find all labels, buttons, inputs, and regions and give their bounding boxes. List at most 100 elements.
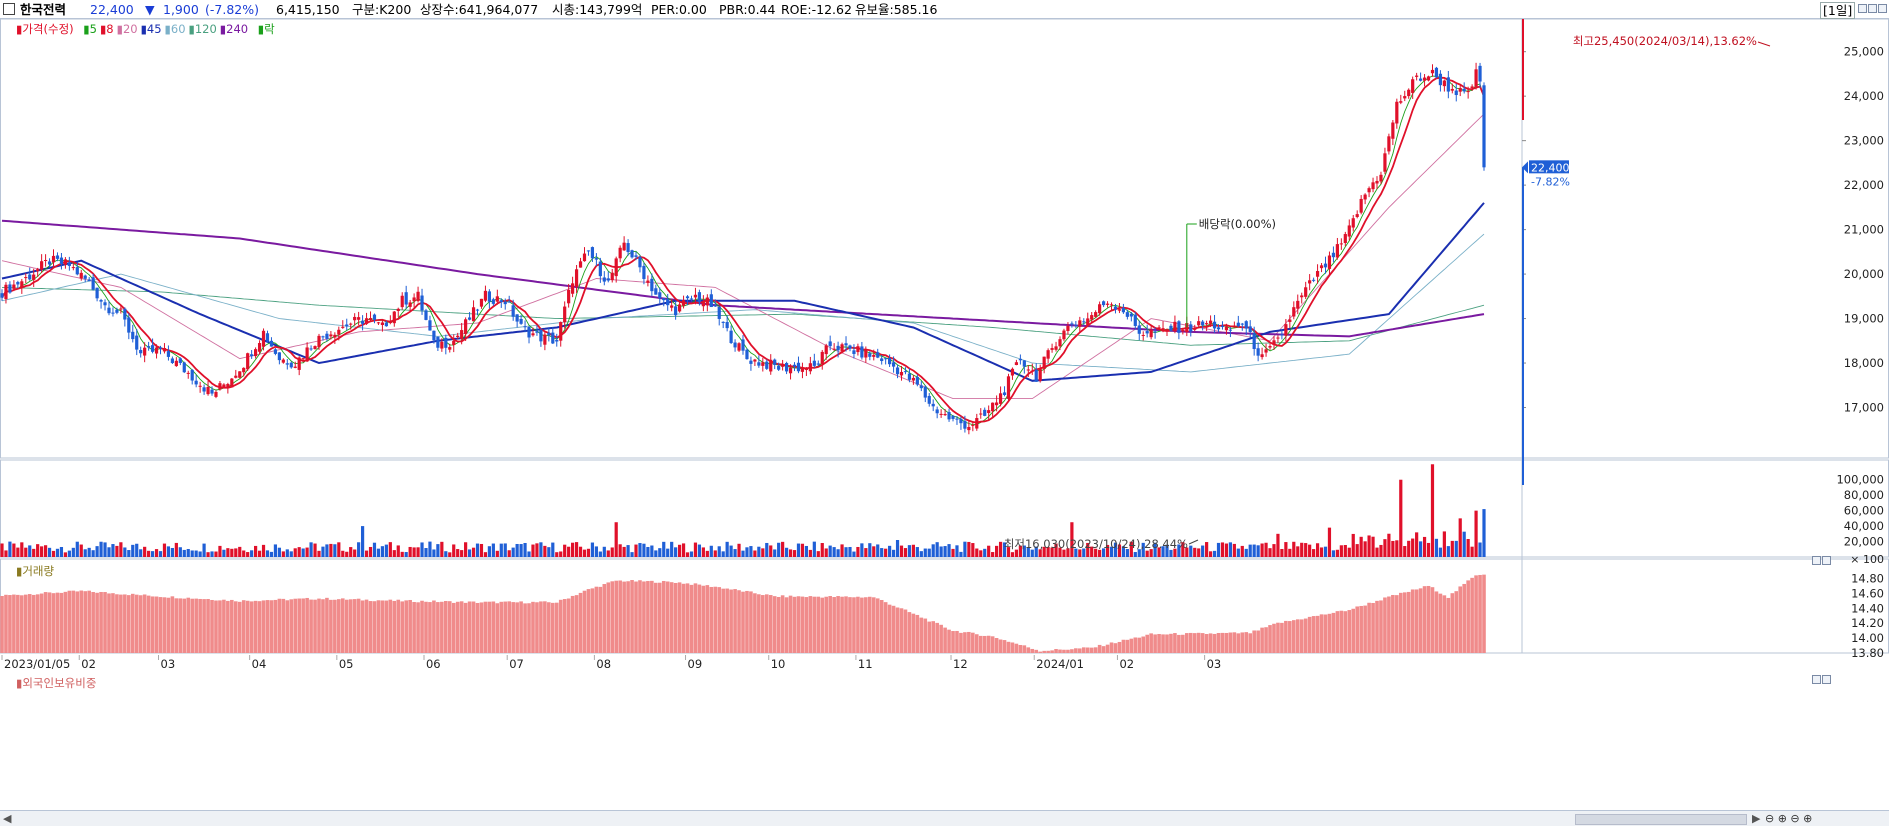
- x-tick: 03: [161, 657, 176, 671]
- volume-bar: [796, 543, 801, 557]
- legend-ma-45[interactable]: ▮45: [140, 22, 162, 36]
- foreign-bar: [1062, 649, 1066, 653]
- horizontal-scrollbar[interactable]: ◀ ▶ ⊖ ⊕ ⊖ ⊕: [0, 810, 1889, 826]
- candle: [1236, 315, 1240, 328]
- volume-bar: [99, 541, 103, 557]
- foreign-bar: [146, 595, 151, 653]
- candle: [658, 287, 662, 304]
- volume-bar: [1284, 542, 1288, 557]
- volume-bar: [1450, 540, 1454, 557]
- candle: [1375, 176, 1379, 190]
- volume-bar: [1256, 545, 1260, 557]
- pane-maximize-icon[interactable]: [1812, 675, 1821, 684]
- volume-legend[interactable]: ▮거래량: [16, 564, 55, 578]
- foreign-bar: [994, 637, 999, 653]
- foreign-bar: [1208, 633, 1213, 653]
- foreign-bar: [1430, 587, 1435, 653]
- legend-ma-8[interactable]: ▮8: [99, 22, 114, 36]
- minimize-icon[interactable]: [1858, 4, 1867, 13]
- volume-bar: [67, 550, 71, 557]
- legend-ma-120[interactable]: ▮120: [188, 22, 217, 36]
- foreign-bar: [1105, 644, 1110, 653]
- legend-ma-20[interactable]: ▮20: [116, 22, 138, 36]
- scroll-right-icon[interactable]: ▶: [1752, 812, 1761, 825]
- foreign-bar: [935, 622, 939, 653]
- volume-bar: [150, 551, 155, 557]
- candle: [317, 333, 321, 350]
- candle: [206, 380, 210, 396]
- foreign-bar: [539, 601, 543, 653]
- candle: [388, 315, 392, 325]
- foreign-legend[interactable]: ▮외국인보유비중: [16, 676, 97, 690]
- foreign-bar: [701, 585, 706, 653]
- foreign-bar: [471, 601, 476, 653]
- x-tick: 05: [339, 657, 354, 671]
- candle: [1272, 336, 1276, 350]
- candle: [567, 283, 571, 308]
- volume-bar: [491, 543, 495, 557]
- price-pane[interactable]: [0, 18, 1889, 459]
- price-tick: 17,000: [1844, 401, 1884, 415]
- foreign-bar: [463, 602, 468, 653]
- foreign-bar: [1371, 602, 1375, 653]
- foreign-bar: [1291, 620, 1296, 653]
- foreign-bar: [689, 584, 694, 653]
- foreign-bar: [729, 589, 733, 653]
- volume-bar: [1434, 538, 1439, 557]
- candle: [448, 343, 452, 353]
- volume-bar: [654, 550, 658, 557]
- legend-ma-5[interactable]: ▮5: [83, 22, 97, 36]
- volume-bar: [123, 547, 127, 557]
- candle: [32, 268, 36, 287]
- legend-ex-dividend[interactable]: ▮락: [257, 22, 275, 36]
- volume-bar: [242, 550, 246, 557]
- foreign-bar: [693, 583, 698, 653]
- volume-pane[interactable]: [0, 459, 1889, 558]
- candle: [1232, 321, 1236, 328]
- foreign-bar: [424, 601, 428, 653]
- scroll-thumb[interactable]: [1575, 814, 1747, 825]
- volume-bar: [190, 550, 194, 557]
- candle: [531, 327, 535, 337]
- volume-bar: [1371, 536, 1375, 557]
- maximize-icon[interactable]: [1868, 4, 1877, 13]
- volume-bar: [143, 546, 147, 557]
- x-tick: 02: [1119, 657, 1134, 671]
- volume-bar: [285, 549, 289, 557]
- volume-bar: [448, 552, 452, 557]
- candle: [115, 307, 119, 315]
- candle: [1343, 231, 1347, 247]
- pane-close-icon[interactable]: [1822, 675, 1831, 684]
- pane-maximize-icon[interactable]: [1812, 556, 1821, 565]
- volume-bar: [598, 551, 602, 557]
- scroll-left-icon[interactable]: ◀: [3, 812, 12, 825]
- close-icon[interactable]: [1878, 4, 1887, 13]
- legend-price[interactable]: ▮가격(수정): [16, 22, 74, 36]
- pane-close-icon[interactable]: [1822, 556, 1831, 565]
- foreign-bar: [606, 582, 611, 653]
- foreign-tick: 14.80: [1851, 571, 1884, 585]
- foreign-bar: [1125, 639, 1130, 653]
- volume-bar: [808, 549, 812, 557]
- foreign-bar: [562, 599, 567, 653]
- chart-select-checkbox[interactable]: [3, 3, 15, 15]
- volume-bar: [618, 544, 622, 557]
- candle: [571, 276, 575, 298]
- legend-ma-240[interactable]: ▮240: [219, 22, 249, 36]
- ma60-line: [1, 233, 1485, 373]
- volume-bar: [127, 550, 131, 557]
- volume-bar: [293, 548, 297, 557]
- period-button[interactable]: [1일]: [1820, 2, 1856, 19]
- foreign-bar: [788, 595, 793, 653]
- volume-bar: [440, 541, 444, 557]
- volume-bar: [115, 545, 119, 557]
- foreign-bar: [519, 601, 523, 653]
- zoom-tools[interactable]: ⊖ ⊕ ⊖ ⊕: [1765, 812, 1813, 825]
- candle: [1125, 309, 1129, 320]
- foreign-bar: [1070, 649, 1074, 653]
- volume-bar: [119, 542, 123, 557]
- candle: [1327, 251, 1332, 276]
- legend-ma-60[interactable]: ▮60: [164, 22, 186, 36]
- volume-bar: [1074, 548, 1078, 557]
